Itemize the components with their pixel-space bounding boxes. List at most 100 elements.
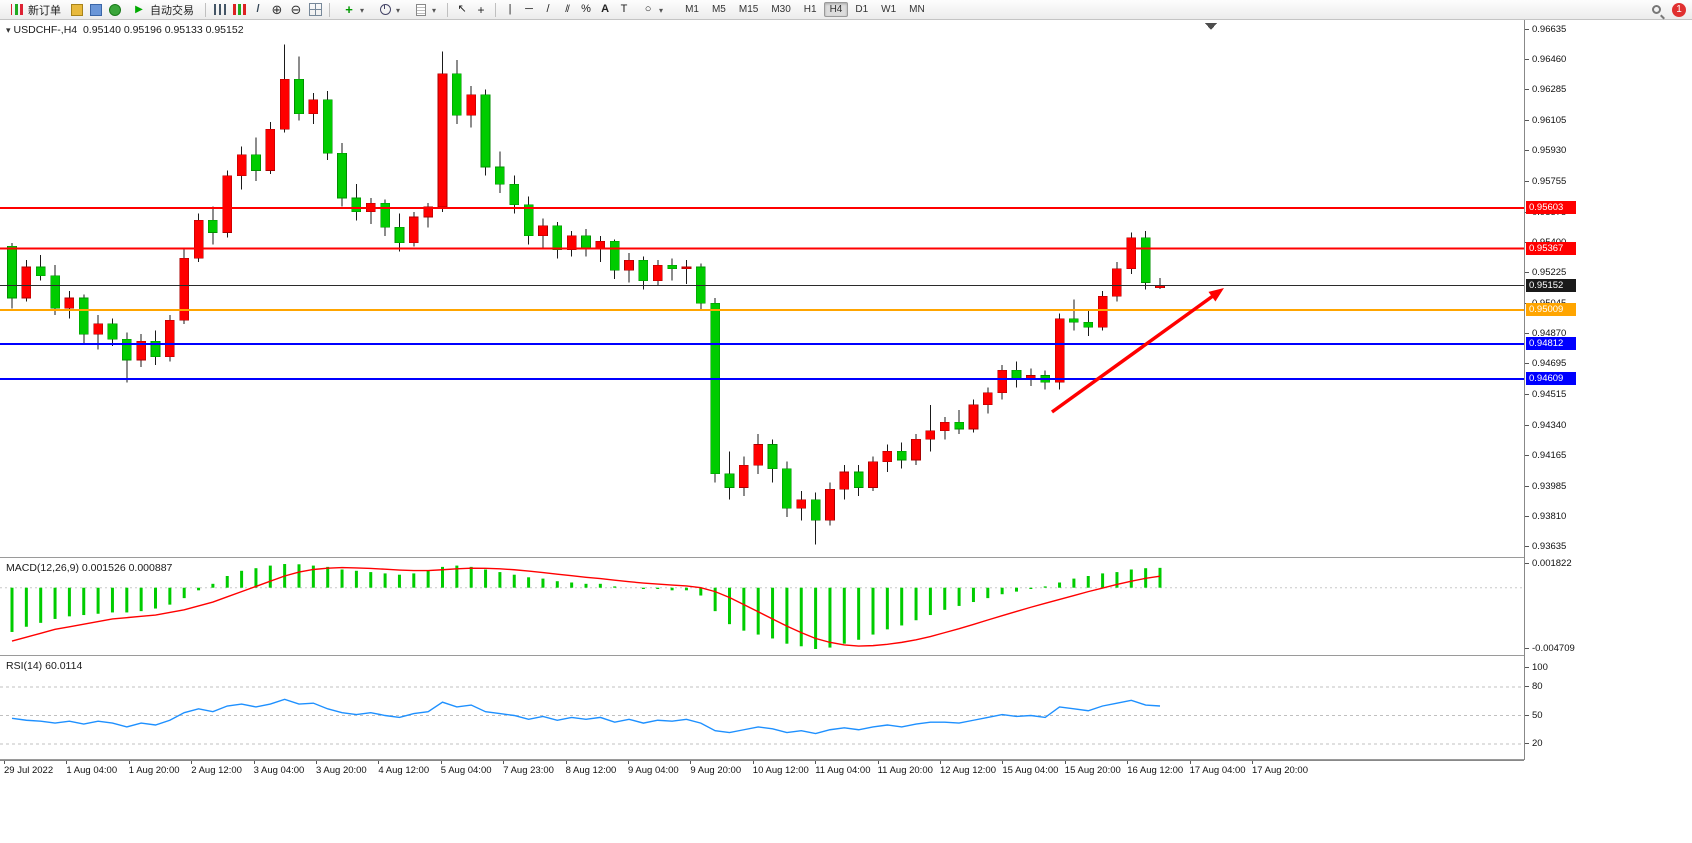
candle (566, 235, 577, 251)
market-watch-icon[interactable] (69, 2, 85, 17)
zoom-out-icon[interactable] (288, 2, 304, 17)
candle (538, 225, 548, 237)
price-axis-label: 0.93635 (1524, 541, 1567, 552)
candle (208, 220, 218, 233)
vertical-line-tool-icon[interactable] (502, 2, 518, 17)
candle (437, 73, 448, 207)
panel-separator[interactable] (0, 557, 1692, 558)
timeframe-m30[interactable]: M30 (765, 2, 796, 17)
rsi-axis-label: 20 (1525, 738, 1543, 749)
candle (136, 340, 146, 361)
time-axis-label: 3 Aug 20:00 (316, 761, 367, 776)
cursor-tool-icon[interactable] (454, 2, 470, 17)
indicators-button[interactable] (336, 0, 369, 19)
candles-layer (7, 44, 1165, 545)
text-tool-icon[interactable] (597, 2, 613, 17)
candle (93, 323, 103, 335)
candle (423, 206, 433, 218)
price-chart-panel: USDCHF-,H4 0.95140 0.95196 0.95133 0.951… (0, 20, 1524, 557)
candle (652, 264, 663, 282)
horizontal-line-tool-icon[interactable] (521, 2, 537, 17)
timeframe-m15[interactable]: M15 (733, 2, 764, 17)
shapes-button[interactable] (635, 0, 668, 19)
candle (710, 302, 720, 475)
time-axis-label: 17 Aug 20:00 (1252, 761, 1308, 776)
candle (681, 266, 692, 269)
tile-windows-icon[interactable] (307, 2, 323, 17)
timeframe-w1[interactable]: W1 (875, 2, 902, 17)
rsi-canvas[interactable] (0, 656, 1524, 759)
clock-icon (377, 2, 393, 17)
periods-button[interactable] (372, 0, 405, 19)
panel-separator[interactable] (0, 655, 1692, 656)
timeframe-mn[interactable]: MN (903, 2, 931, 17)
macd-canvas[interactable] (0, 558, 1524, 655)
candle (394, 227, 405, 244)
templates-button[interactable] (408, 0, 441, 19)
price-axis[interactable]: 0.96635 0.96460 0.96285 0.96105 0.95930 0.957… (1524, 20, 1692, 760)
timeframe-h1[interactable]: H1 (798, 2, 823, 17)
candle (294, 78, 304, 114)
candle (351, 197, 362, 213)
channel-tool-icon[interactable] (559, 2, 575, 17)
candle (939, 421, 950, 431)
time-axis[interactable]: 29 Jul 2022 1 Aug 04:00 1 Aug 20:00 2 Aug 1… (0, 760, 1524, 782)
panel-separator[interactable] (0, 759, 1692, 760)
toolbar-separator (495, 2, 497, 17)
candle (107, 323, 118, 340)
data-window-icon[interactable] (88, 2, 104, 17)
time-axis-label: 3 Aug 04:00 (253, 761, 305, 776)
candle (21, 266, 32, 299)
timeframe-group: M1 M5 M15 M30 H1 H4 D1 W1 MN (679, 2, 931, 17)
price-axis-label: 0.96460 (1524, 54, 1567, 66)
trend-arrow-annotation[interactable] (1050, 288, 1224, 414)
candle (251, 154, 261, 171)
zoom-in-icon[interactable] (269, 2, 285, 17)
candle (911, 438, 921, 461)
candlestick-mode-icon[interactable] (231, 2, 247, 17)
macd-panel: MACD(12,26,9) 0.001526 0.000887 (0, 558, 1524, 655)
timeframe-d1[interactable]: D1 (849, 2, 874, 17)
candle (896, 451, 907, 461)
timeframe-m1[interactable]: M1 (679, 2, 705, 17)
candle (1126, 237, 1137, 269)
timeframe-h4[interactable]: H4 (823, 2, 849, 17)
autotrading-button[interactable]: 自动交易 (126, 0, 199, 20)
candle (853, 471, 864, 488)
new-order-button[interactable]: 新订单 (4, 0, 66, 20)
time-axis-label: 1 Aug 04:00 (66, 761, 118, 776)
notification-badge[interactable]: 1 (1672, 2, 1686, 17)
new-order-icon (11, 4, 23, 15)
trendline-tool-icon[interactable] (540, 2, 556, 17)
candle (165, 320, 175, 357)
candle (997, 370, 1007, 394)
price-line-tag: 0.95367 (1526, 241, 1576, 255)
time-axis-label: 15 Aug 04:00 (1002, 761, 1059, 776)
line-chart-mode-icon[interactable] (250, 2, 266, 17)
candle (35, 266, 46, 276)
timeframe-m5[interactable]: M5 (706, 2, 732, 17)
fibonacci-tool-icon[interactable] (578, 2, 594, 17)
candle (523, 204, 534, 237)
label-tool-icon[interactable] (616, 2, 632, 17)
candle (1069, 318, 1079, 323)
chevron-down-icon (396, 4, 400, 16)
candle (667, 264, 677, 269)
price-line-tag: 0.94812 (1526, 337, 1576, 351)
price-line-tag: 0.95603 (1526, 200, 1576, 214)
chart-shift-marker[interactable] (1205, 23, 1217, 30)
crosshair-tool-icon[interactable] (473, 2, 489, 17)
candle (7, 245, 17, 299)
candle (552, 225, 563, 251)
bar-chart-mode-icon[interactable] (212, 2, 228, 17)
time-axis-label: 8 Aug 12:00 (565, 761, 617, 776)
candle (64, 297, 75, 309)
candle (581, 235, 591, 249)
navigator-icon[interactable] (107, 2, 123, 17)
rsi-axis-label: 50 (1525, 709, 1543, 721)
time-axis-label: 12 Aug 12:00 (940, 761, 996, 776)
main-chart-canvas[interactable] (0, 20, 1524, 557)
time-axis-label: 4 Aug 12:00 (378, 761, 430, 776)
macd-axis-label: -0.004709 (1525, 643, 1575, 654)
search-icon[interactable] (1648, 2, 1664, 17)
